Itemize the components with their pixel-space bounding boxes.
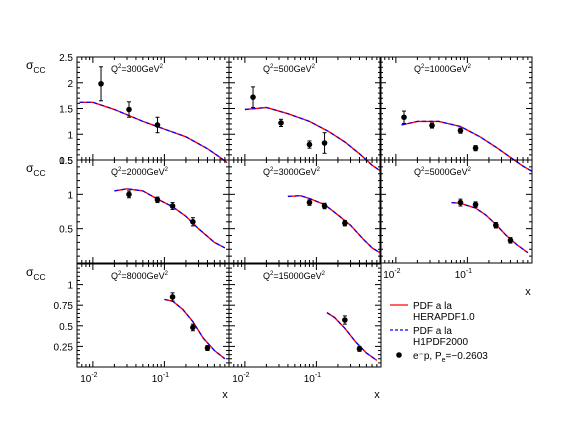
data-point xyxy=(472,201,479,208)
y-tick-label: 0.5 xyxy=(59,322,73,333)
panel-2: Q2=500GeV2 xyxy=(228,56,382,172)
data-point xyxy=(507,237,514,244)
data-point xyxy=(356,346,363,352)
x-tick-label: 10-1 xyxy=(152,372,169,385)
panel-4: Q2=2000GeV2 xyxy=(76,159,230,264)
panel-8: Q2=15000GeV2 xyxy=(228,263,382,368)
herapdf-curve xyxy=(326,312,378,361)
h1pdf-curve xyxy=(401,120,533,172)
panel-label: Q2=2000GeV2 xyxy=(111,167,169,177)
legend-marker-data xyxy=(396,352,402,358)
data-point xyxy=(493,222,499,229)
y-tick-label: 1.5 xyxy=(59,156,73,167)
x-axis-title: x xyxy=(374,389,380,401)
x-tick-label: 10-1 xyxy=(304,372,321,385)
y-axis-labels: 2.5 2 1.5 1 0.5 σCC 1.5 1 0.5 σCC 1 0.75 0.5 0.25 σCC xyxy=(26,53,73,353)
panel-3: Q2=1000GeV2 xyxy=(379,56,533,172)
data-point xyxy=(190,219,196,225)
x-axis-labels: 10-2 10-1 x 10-2 10-1 x 10-2 10-1 x xyxy=(80,268,531,401)
y-tick-label: 2.5 xyxy=(59,53,73,64)
panel-label: Q2=300GeV2 xyxy=(111,64,164,74)
y-tick-label: 0.25 xyxy=(54,342,74,353)
h1pdf-curve xyxy=(451,202,529,254)
x-tick-label: 10-2 xyxy=(80,372,97,385)
panel-label: Q2=5000GeV2 xyxy=(414,167,472,177)
data-point xyxy=(342,220,348,226)
panel-1: Q2=300GeV2 xyxy=(76,56,230,164)
h1pdf-curve xyxy=(244,106,382,172)
legend-label-h1pdf: PDF a la xyxy=(413,326,452,337)
x-tick-label: 10-1 xyxy=(455,268,472,281)
x-tick-label: 10-2 xyxy=(383,268,400,281)
legend-label-herapdf-2: HERAPDF1.0 xyxy=(413,312,475,323)
data-point xyxy=(154,122,161,128)
data-point xyxy=(457,127,464,134)
x-tick-label: 10-2 xyxy=(232,372,249,385)
legend-label-h1pdf-2: H1PDF2000 xyxy=(413,337,468,348)
panel-7: Q2=8000GeV2 xyxy=(76,263,230,368)
data-point xyxy=(321,140,328,146)
panel-6: Q2=5000GeV2 xyxy=(379,159,533,264)
h1pdf-curve xyxy=(287,195,382,254)
y-axis-title: σCC xyxy=(26,58,46,75)
y-tick-label: 1 xyxy=(67,281,73,292)
data-point xyxy=(169,294,176,300)
y-tick-label: 1.5 xyxy=(59,105,73,116)
herapdf-curve xyxy=(79,101,228,164)
data-point xyxy=(154,197,161,203)
y-tick-label: 1 xyxy=(67,130,73,141)
data-point xyxy=(169,203,176,209)
panel-label: Q2=3000GeV2 xyxy=(263,167,321,177)
y-tick-label: 2 xyxy=(67,79,73,90)
legend-label-herapdf: PDF a la xyxy=(413,301,452,312)
data-point xyxy=(306,199,313,206)
panel-label: Q2=8000GeV2 xyxy=(111,271,169,281)
data-point xyxy=(306,141,313,148)
data-point xyxy=(98,80,104,87)
data-point xyxy=(429,122,435,129)
y-axis-title: σCC xyxy=(26,161,46,178)
h1pdf-curve xyxy=(79,101,228,164)
panel-label: Q2=500GeV2 xyxy=(263,64,316,74)
herapdf-curve xyxy=(451,201,529,254)
legend-label-data: e⁻p, Pe=−0.2603 xyxy=(413,351,488,364)
y-tick-label: 0.75 xyxy=(54,301,74,312)
panel-5: Q2=3000GeV2 xyxy=(228,159,382,264)
data-point xyxy=(457,199,464,206)
x-axis-title: x xyxy=(525,286,531,298)
data-point xyxy=(342,317,348,323)
data-point xyxy=(190,324,196,331)
data-point xyxy=(321,203,328,209)
data-point xyxy=(204,345,211,351)
y-tick-label: 1 xyxy=(67,190,73,201)
y-axis-title: σCC xyxy=(26,265,46,282)
panels-group: Q2=300GeV2 Q2=500GeV2 Q2=1000GeV2 Q2=2000Ge… xyxy=(76,56,533,368)
data-point xyxy=(126,191,132,198)
herapdf-curve xyxy=(287,194,382,254)
y-tick-label: 0.5 xyxy=(59,156,73,167)
data-point xyxy=(278,120,284,126)
data-point xyxy=(250,94,256,100)
data-point xyxy=(126,106,132,113)
h1pdf-curve xyxy=(326,312,378,361)
panel-label: Q2=15000GeV2 xyxy=(263,271,326,281)
data-point xyxy=(401,114,407,121)
herapdf-curve xyxy=(401,120,533,172)
data-point xyxy=(472,145,479,151)
x-axis-title: x xyxy=(222,389,228,401)
y-tick-label: 0.5 xyxy=(59,225,73,236)
panel-label: Q2=1000GeV2 xyxy=(414,64,472,74)
